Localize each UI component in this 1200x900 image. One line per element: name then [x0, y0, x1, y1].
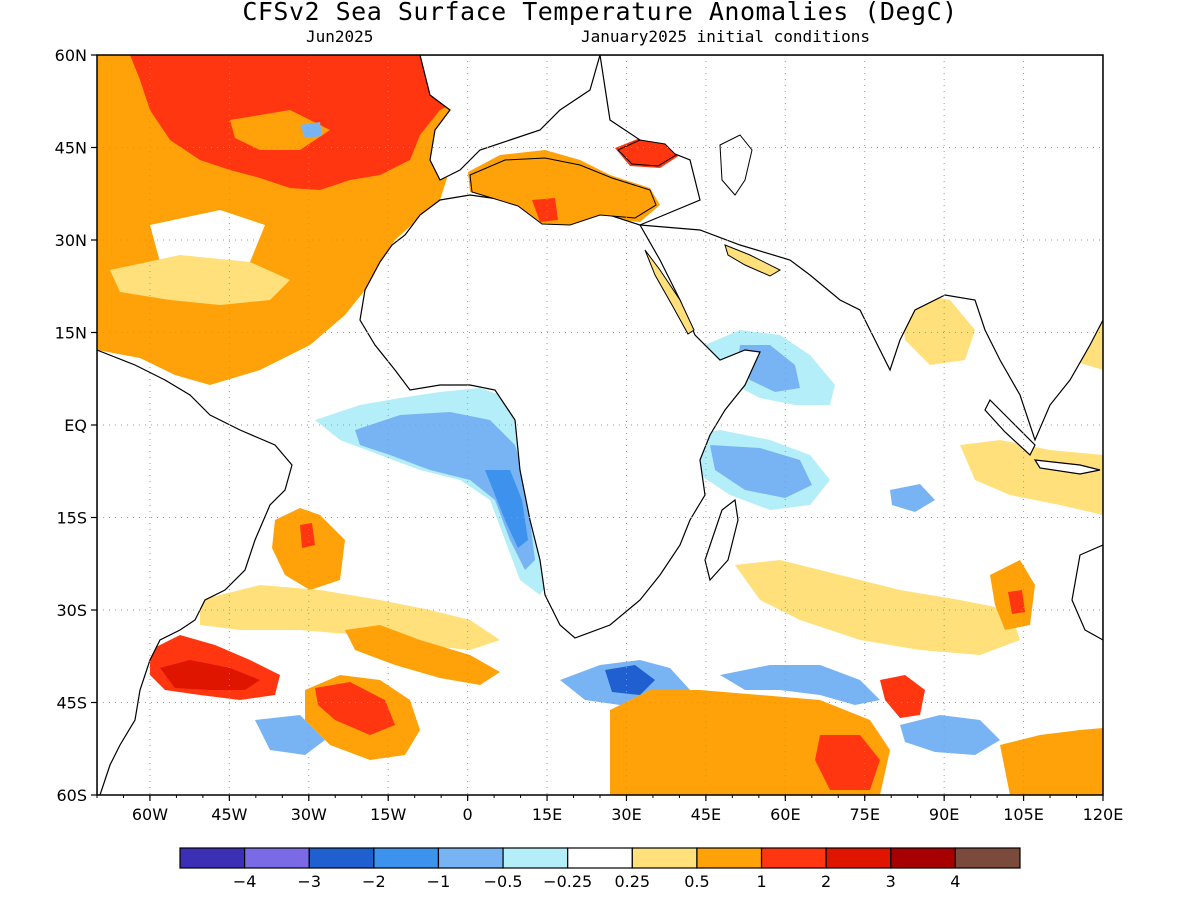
lat-tick-label: EQ: [64, 416, 87, 435]
lon-tick-label: 15E: [532, 805, 562, 824]
colorbar-label: −0.25: [543, 872, 592, 891]
south-america-landmass: [97, 349, 293, 795]
lon-tick-label: 105E: [1003, 805, 1044, 824]
colorbar-swatch: [825, 847, 892, 869]
australia-landmass: [1071, 544, 1103, 641]
subtropical-yellow: [110, 255, 290, 305]
indonesia-warm: [960, 440, 1103, 515]
map-title: CFSv2 Sea Surface Temperature Anomalies …: [242, 0, 958, 26]
lon-tick-label: 30W: [291, 805, 327, 824]
lon-tick-label: 30E: [611, 805, 641, 824]
gulf-of-guinea: [420, 390, 500, 405]
lat-tick-label: 15N: [55, 324, 87, 343]
colorbar-swatch: [373, 847, 440, 869]
colorbar-label: 1: [756, 872, 766, 891]
colorbar-label: −1: [427, 872, 451, 891]
colorbar-swatch: [567, 847, 633, 869]
south-atlantic-warm-patch: [272, 508, 345, 590]
lat-tick-label: 30N: [55, 231, 87, 250]
europe-landmass: [419, 55, 601, 181]
lat-tick-label: 60S: [56, 786, 87, 805]
colorbar-swatch: [437, 847, 504, 869]
south-indian-warm-spot: [880, 675, 925, 718]
lon-tick-label: 75E: [850, 805, 880, 824]
benguela-cold-core: [485, 470, 528, 548]
lon-tick-label: 0: [463, 805, 473, 824]
indonesia-java: [1033, 459, 1101, 475]
lon-tick-label: 45E: [691, 805, 721, 824]
lat-tick-label: 45N: [55, 139, 87, 158]
colorbar-swatch: [954, 847, 1021, 869]
north-atlantic-cool-patch: [230, 110, 330, 150]
inland-seas: [420, 134, 782, 405]
south-indian-east-warm: [1000, 728, 1103, 795]
tropical-atlantic-cool-core: [355, 412, 535, 570]
lon-tick-label: 45W: [211, 805, 247, 824]
south-indian-cool-band: [720, 665, 880, 705]
lon-tick-label: 15W: [370, 805, 406, 824]
south-indian-yellow: [735, 560, 1020, 655]
initial-conditions: January2025 initial conditions: [581, 27, 870, 46]
colorbar-label: 3: [886, 872, 896, 891]
colorbar-swatch: [244, 847, 310, 869]
colorbar-label: 0.25: [614, 872, 650, 891]
colorbar-swatch: [308, 847, 375, 869]
colorbar-label: 0.5: [684, 872, 709, 891]
lat-tick-label: 15S: [56, 509, 87, 528]
sst-anomaly-fields: [97, 55, 1103, 795]
colorbar-swatch: [631, 847, 698, 869]
longitude-axis: 60W 45W 30W 15W 0 15E 30E 45E 60E 75E 90E 105E 120E: [96, 795, 1124, 824]
lon-tick-label: 60E: [770, 805, 800, 824]
lat-tick-label: 60N: [55, 46, 87, 65]
colorbar-swatch: [760, 847, 827, 869]
mediterranean-red-overlay: [532, 198, 558, 222]
south-atlantic-cool-patch: [255, 715, 325, 755]
south-atlantic-yellow-band: [200, 585, 500, 650]
lat-tick-label: 30S: [56, 601, 87, 620]
colorbar-label: −4: [233, 872, 257, 891]
south-indian-east-cool: [900, 715, 1000, 755]
north-atlantic-cool-pocket: [300, 122, 322, 138]
south-atlantic-strong-patch: [300, 523, 315, 548]
agulhas-cool-core: [605, 665, 655, 695]
colorbar-label: −0.5: [484, 872, 523, 891]
southern-strong-blob-1: [315, 682, 395, 735]
latitude-axis: 60N 45N 30N 15N EQ 15S 30S 45S 60S: [55, 46, 97, 805]
black-sea-overlay: [617, 139, 677, 167]
colorbar-label: 2: [821, 872, 831, 891]
south-indian-red-spot: [1008, 590, 1025, 614]
mediterranean-overlay: [469, 157, 657, 226]
colorbar-label: 4: [950, 872, 960, 891]
colorbar: −4 −3 −2 −1 −0.5 −0.25 0.25 0.5 1 2 3 4: [179, 847, 1021, 891]
caspian-sea: [719, 134, 753, 196]
central-indian-cool: [890, 484, 935, 512]
colorbar-swatch: [696, 847, 763, 869]
confluence-strong: [160, 660, 260, 690]
colorbar-label: −3: [297, 872, 321, 891]
lat-tick-label: 45S: [56, 694, 87, 713]
southern-warm-band: [345, 625, 500, 685]
lon-tick-label: 120E: [1083, 805, 1124, 824]
equatorial-indian-cool-core: [710, 445, 812, 498]
persian-gulf: [724, 244, 782, 277]
colorbar-swatch: [502, 847, 569, 869]
north-atlantic-strong-warm: [130, 55, 520, 190]
colorbar-swatch: [890, 847, 956, 869]
southern-indian-strong: [815, 735, 880, 790]
lon-tick-label: 60W: [132, 805, 168, 824]
indonesia-sumatra: [984, 398, 1036, 456]
colorbar-swatch: [179, 847, 246, 869]
madagascar: [704, 498, 739, 582]
lon-tick-label: 90E: [929, 805, 959, 824]
forecast-month: Jun2025: [306, 27, 374, 46]
colorbar-label: −2: [362, 872, 386, 891]
